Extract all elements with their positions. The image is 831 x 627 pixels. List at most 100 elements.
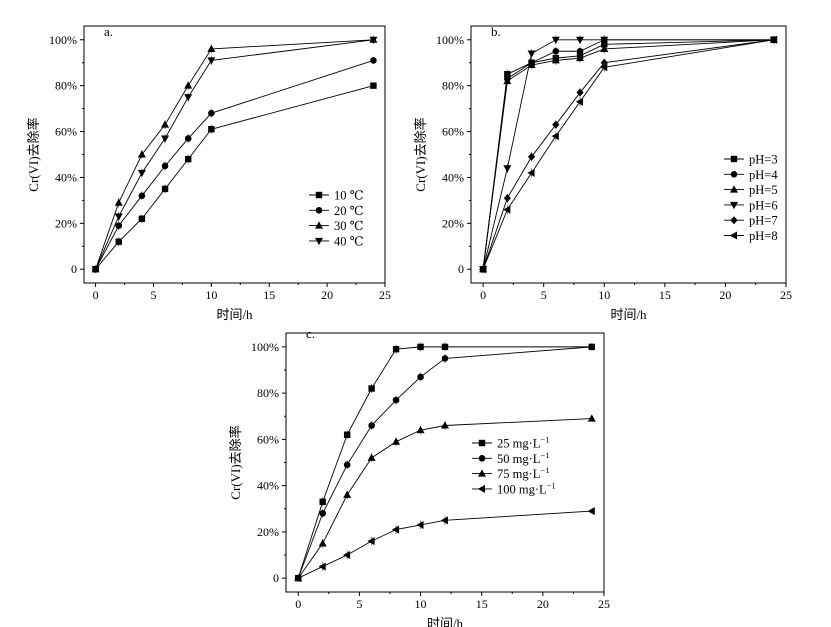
x-tick-label: 15 <box>659 288 671 302</box>
legend-label: pH=3 <box>749 153 778 167</box>
data-point <box>368 422 375 429</box>
legend-marker <box>730 171 738 178</box>
y-tick-label: 100% <box>49 33 77 47</box>
data-point <box>503 194 511 203</box>
legend-label: 50 mg·L−1 <box>497 450 549 466</box>
data-point <box>527 60 536 69</box>
series-4: pH=6 <box>479 35 778 274</box>
panel-label: b. <box>491 24 501 39</box>
data-point <box>576 88 584 97</box>
legend-label: 40 ℃ <box>334 234 364 248</box>
data-point <box>319 498 326 506</box>
x-tick-label: 20 <box>537 597 549 611</box>
legend-label: pH=6 <box>749 198 778 212</box>
y-axis-label: Cr(VI)去除率 <box>26 117 41 191</box>
legend-unit-superscript: −1 <box>540 465 549 475</box>
data-point <box>184 81 193 89</box>
x-tick-label: 10 <box>415 597 427 611</box>
x-axis-label: 时间/h <box>610 307 647 322</box>
y-tick-label: 0 <box>458 262 464 276</box>
y-tick-label: 40% <box>257 479 279 493</box>
y-tick-label: 80% <box>257 386 279 400</box>
x-tick-label: 10 <box>598 288 610 302</box>
series-line <box>482 39 774 270</box>
data-point <box>576 47 584 55</box>
series-3: 30 ℃ <box>91 35 378 273</box>
series-6: pH=8 <box>478 35 778 274</box>
data-point <box>368 385 375 392</box>
x-tick-label: 5 <box>541 288 547 302</box>
data-point <box>161 162 169 170</box>
data-point <box>207 44 216 52</box>
data-point <box>184 94 193 102</box>
data-point <box>600 36 609 44</box>
series-line <box>482 39 774 270</box>
legend-marker <box>315 191 323 199</box>
data-point <box>392 345 400 353</box>
data-point <box>527 50 536 58</box>
data-point <box>504 70 511 78</box>
y-tick-label: 60% <box>442 125 464 139</box>
plot-frame <box>470 25 787 284</box>
data-point <box>576 53 585 62</box>
data-point <box>91 266 100 274</box>
data-point <box>207 57 216 65</box>
legend-marker <box>478 469 486 477</box>
legend-marker <box>730 185 738 193</box>
y-tick-label: 40% <box>55 170 77 184</box>
legend-label: 30 ℃ <box>334 219 364 233</box>
series-3: pH=5 <box>479 35 778 273</box>
legend-marker <box>729 231 737 240</box>
legend-marker <box>315 207 323 214</box>
series-line <box>482 39 774 270</box>
data-point <box>161 185 169 193</box>
data-point <box>576 36 585 44</box>
data-point <box>369 36 378 44</box>
chart-panel-1: 0 5 10 15 20 25 0 20% 40% 60% 80% 100% 时间/h Cr(VI)去除率… <box>26 24 391 322</box>
y-tick-label: 80% <box>55 79 77 93</box>
y-axis-label: Cr(VI)去除率 <box>228 425 243 499</box>
data-point <box>342 551 351 559</box>
data-point <box>294 574 302 583</box>
legend-label: 20 ℃ <box>334 204 364 218</box>
data-point <box>417 373 424 381</box>
y-tick-label: 20% <box>55 216 77 230</box>
data-point <box>527 168 535 177</box>
data-point <box>392 437 401 445</box>
data-point <box>552 120 560 129</box>
data-point <box>114 198 123 206</box>
data-point <box>392 396 400 404</box>
legend-marker <box>730 155 738 163</box>
legend-marker <box>315 237 323 246</box>
x-tick-label: 10 <box>205 288 217 302</box>
data-point <box>343 461 351 469</box>
data-point <box>587 414 596 422</box>
x-axis-label: 时间/h <box>216 307 253 322</box>
legend-label: pH=7 <box>749 214 778 228</box>
data-point <box>503 165 512 173</box>
x-tick-label: 0 <box>93 288 99 302</box>
legend-marker <box>478 455 486 462</box>
data-point <box>367 453 376 461</box>
data-point <box>137 150 146 158</box>
series-4: 40 ℃ <box>91 36 378 274</box>
data-point <box>601 41 608 48</box>
x-tick-label: 20 <box>719 288 731 302</box>
data-point <box>551 132 559 141</box>
data-point <box>416 425 425 434</box>
x-tick-label: 20 <box>321 288 333 302</box>
legend-label: 100 mg·L−1 <box>497 480 556 496</box>
series-5: pH=7 <box>479 35 778 274</box>
data-point <box>503 205 511 214</box>
data-point <box>478 265 487 274</box>
x-tick-label: 0 <box>480 288 486 302</box>
y-tick-label: 20% <box>257 525 279 539</box>
legend-label: 25 mg·L−1 <box>497 435 549 451</box>
data-point <box>391 525 400 534</box>
series-1: 25 mg·L−1 <box>295 342 595 582</box>
data-point <box>115 222 123 229</box>
data-point <box>552 47 560 55</box>
y-tick-label: 0 <box>273 571 279 585</box>
plot-frame <box>285 332 605 593</box>
data-point <box>343 431 351 438</box>
